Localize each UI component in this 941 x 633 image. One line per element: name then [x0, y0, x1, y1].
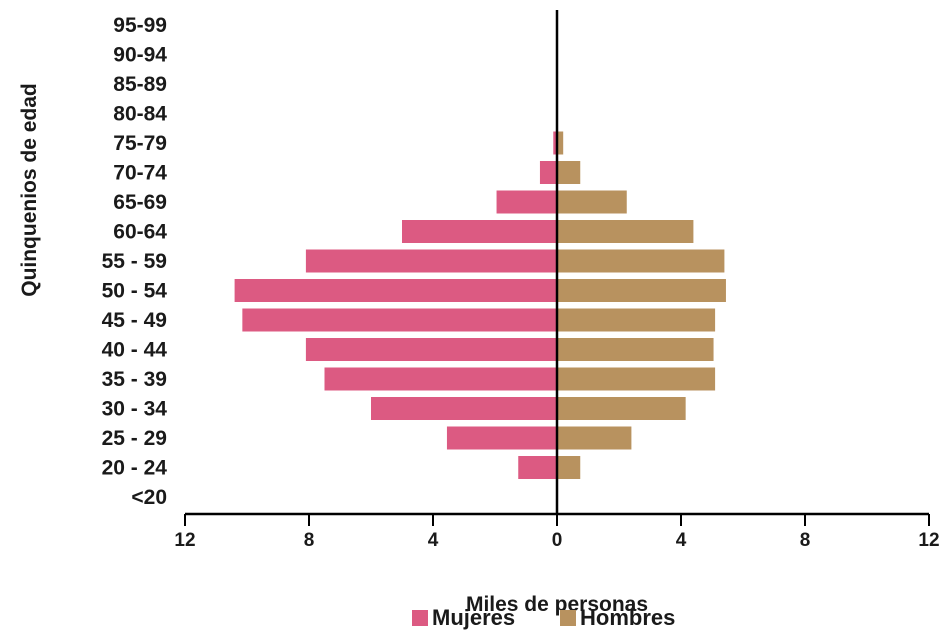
- age-group-label: 45 - 49: [102, 309, 167, 332]
- bar-mujeres-1: [518, 456, 557, 479]
- age-group-label: 40 - 44: [102, 339, 168, 362]
- legend: Mujeres Hombres: [412, 605, 675, 630]
- x-axis-title: Miles de personas: [466, 593, 648, 616]
- legend-label-hombres: Hombres: [580, 605, 675, 630]
- age-group-label: 25 - 29: [102, 427, 167, 450]
- bar-mujeres-3: [371, 397, 557, 420]
- bar-hombres-10: [557, 190, 627, 214]
- bar-mujeres-6: [242, 308, 557, 332]
- age-group-label: 55 - 59: [102, 250, 167, 273]
- bar-hombres-3: [557, 397, 686, 420]
- age-group-label: 50 - 54: [102, 280, 168, 303]
- age-group-label: 30 - 34: [102, 398, 168, 421]
- age-group-label: 85-89: [113, 73, 167, 96]
- age-group-label: <20: [131, 486, 167, 509]
- bar-hombres-8: [557, 249, 725, 273]
- x-tick-layer: 12 8 4 0 4 8 12: [174, 514, 940, 551]
- x-tick-label: 4: [676, 530, 687, 551]
- age-group-label: 75-79: [113, 132, 167, 155]
- age-group-label: 60-64: [113, 221, 167, 244]
- bar-hombres-11: [557, 161, 581, 184]
- x-tick-label: 0: [552, 530, 563, 551]
- age-group-label: 65-69: [113, 191, 167, 214]
- age-group-label: 80-84: [113, 103, 167, 126]
- legend-label-mujeres: Mujeres: [432, 605, 515, 630]
- bar-hombres-6: [557, 308, 716, 332]
- bar-hombres-1: [557, 456, 581, 479]
- bar-hombres-5: [557, 338, 714, 361]
- legend-swatch-hombres: [560, 610, 576, 626]
- age-group-label: 90-94: [113, 44, 167, 67]
- bar-mujeres-5: [305, 338, 557, 361]
- bar-mujeres-9: [402, 220, 557, 243]
- age-group-label: 95-99: [113, 14, 167, 37]
- bar-mujeres-10: [496, 190, 557, 214]
- bars-layer: [234, 131, 726, 479]
- legend-swatch-mujeres: [412, 610, 428, 626]
- x-tick-label: 4: [428, 530, 439, 551]
- bar-mujeres-11: [539, 161, 557, 184]
- age-group-label: 35 - 39: [102, 368, 167, 391]
- y-axis-title: Quinquenios de edad: [18, 83, 41, 297]
- x-tick-label: 12: [174, 530, 195, 551]
- x-tick-label: 12: [918, 530, 939, 551]
- age-group-label: 20 - 24: [102, 457, 168, 480]
- bar-hombres-7: [557, 279, 726, 302]
- bar-mujeres-4: [324, 367, 557, 391]
- bar-hombres-2: [557, 426, 632, 450]
- bar-mujeres-8: [305, 249, 557, 273]
- bar-hombres-4: [557, 367, 716, 391]
- age-group-labels: <20 20 - 24 25 - 29 30 - 34 35 - 39 40 - 44 45…: [102, 14, 168, 509]
- x-tick-label: 8: [304, 530, 315, 551]
- bar-mujeres-7: [234, 279, 557, 302]
- x-tick-label: 8: [800, 530, 811, 551]
- bar-hombres-12: [557, 131, 564, 155]
- bar-mujeres-12: [553, 131, 557, 155]
- bar-mujeres-2: [446, 426, 557, 450]
- bar-hombres-9: [557, 220, 694, 243]
- age-group-label: 70-74: [113, 162, 167, 185]
